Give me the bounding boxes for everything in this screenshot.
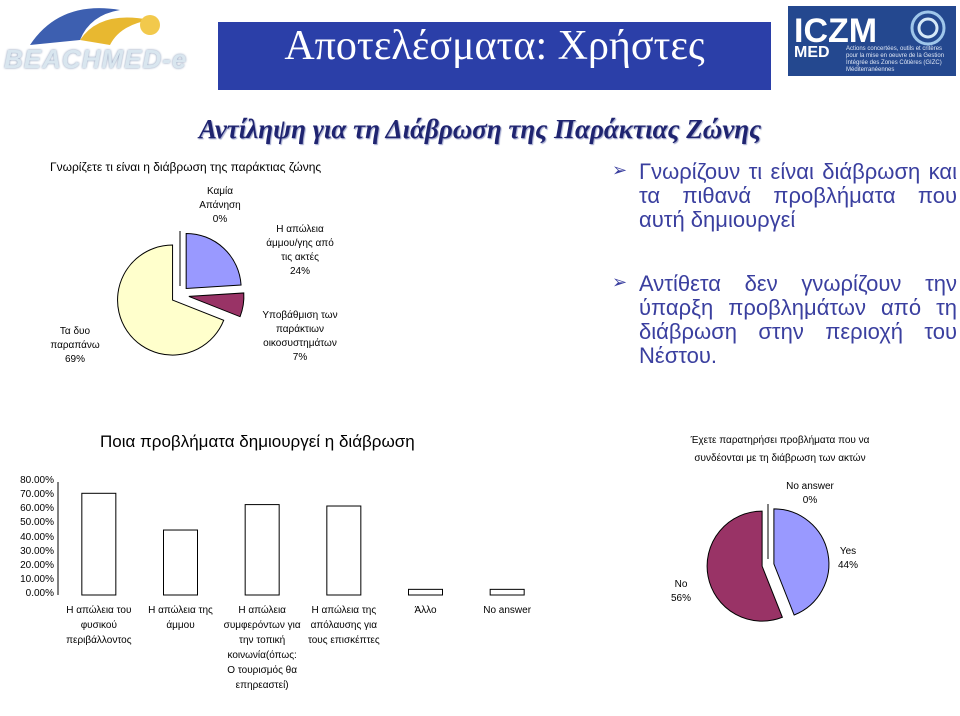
bar-x-tick-label-line: Ο τουρισμός θα [227,665,298,676]
pie1-label-none-l2: Απάνηση [199,200,241,211]
pie1-label-none-l1: Καμία [206,186,234,197]
pie1-label-sand: Η απώλεια άμμου/γης από τις ακτές 24% [255,223,345,279]
bar-y-tick-label: 60.00% [20,503,54,515]
iczm-logo-caption: Actions concertées, outils et critères p… [846,46,945,73]
bar-x-tick-label-line: Η απώλεια του [66,605,132,616]
bar-3 [326,505,362,596]
pie3-label-none: No answer 0% [775,480,845,508]
bar-y-tick-label: 20.00% [20,559,54,571]
section-subtitle: Αντίληψη για τη Διάβρωση της Παράκτιας Ζ… [198,114,762,144]
bar-y-tick-label: 10.00% [20,573,54,585]
bar-x-tick-label-line: την τοπική [239,635,286,646]
bar-x-tick-label-line: συμφερόντων για [223,620,301,631]
bar-x-tick-label-line: No answer [483,605,532,616]
title-banner: Αποτελέσματα: Χρήστες [218,22,771,90]
pie1-label-both: Τα δυο παραπάνω 69% [40,325,110,367]
bar-5 [489,588,525,596]
pie1-slice-3 [117,244,225,356]
page-title: Αποτελέσματα: Χρήστες [284,23,705,69]
pie3-label-no-l2: 56% [670,593,691,604]
pie1-label-sand-l1: Η απώλεια [276,224,324,235]
iczm-logo-text: ICZM [794,12,878,50]
pie1-label-sand-l4: 24% [289,266,310,277]
pie1-label-eco-l4: 7% [292,352,308,363]
beachmed-logo-text: BEACHMED-e [4,44,188,74]
pie1-slice-2 [188,292,245,318]
bar-x-tick-label-line: κοινωνία(όπως: [227,650,297,661]
pie1-label-eco-l2: παράκτιων [276,324,324,335]
bar-y-tick-label: 80.00% [20,475,54,486]
bar-y-tick-label: 0.00% [25,588,54,599]
bar-x-tick-label-line: άμμου [166,620,195,631]
bar-y-tick-label: 40.00% [20,531,54,543]
bar-2 [244,504,280,596]
pie1-title: Γνωρίζετε τι είναι η διάβρωση της παράκτ… [50,160,322,174]
arrow-bullet-icon: ➢ [612,272,628,293]
pie3-label-none-l2: 0% [802,495,818,506]
bullet-2: ➢ Αντίθετα δεν γνωρίζουν την ύπαρξη προβ… [612,272,957,382]
bar-x-tick-label: No answer [459,603,555,618]
bar-x-tick-label: Η απώλεια της άμμου [133,603,229,633]
pie1-label-eco-l1: Υποβάθμιση των [262,310,338,321]
bullet-1-text: Γνωρίζουν τι είναι διάβρωση και τα πιθαν… [639,159,957,232]
pie1-label-eco: Υποβάθμιση των παράκτιων οικοσυστημάτων … [255,309,345,365]
pie3-label-no: No 56% [663,578,699,606]
bar-x-tick-label: Άλλο [378,603,474,618]
bullet-1: ➢ Γνωρίζουν τι είναι διάβρωση και τα πιθ… [612,160,957,260]
pie3-title-l1: Έχετε παρατηρήσει προβλήματα που να [690,435,870,446]
bar-chart [57,482,525,596]
pie3-label-yes-l2: 44% [837,560,858,571]
bar-chart-title: Ποια προβλήματα δημιουργεί η διάβρωση [100,432,415,451]
bar-x-tick-label: Η απώλεια του φυσικού περιβάλλοντος [51,603,147,648]
bar-x-tick-label-line: Η απώλεια της [148,605,213,616]
pie1-label-both-l2: παραπάνω [50,340,100,351]
bar-4 [408,588,443,596]
pie1-label-sand-l3: τις ακτές [281,252,319,263]
bar-x-tick-label-line: περιβάλλοντος [66,635,132,646]
beachmed-wave-icon [30,8,160,45]
pie1-label-none: Καμία Απάνηση 0% [185,185,255,227]
bar-1 [163,529,198,596]
bar-x-tick-label-line: Άλλο [414,605,437,616]
bar-x-tick-label-line: Η απώλεια της [311,605,377,616]
bar-y-tick-label: 70.00% [20,489,54,501]
pie1-label-eco-l3: οικοσυστημάτων [263,338,337,349]
pie3-title: Έχετε παρατηρήσει προβλήματα που να συνδ… [625,432,935,468]
bar-x-tick-label-line: τους επισκέπτες [307,635,380,646]
bar-y-tick-label: 50.00% [20,517,54,529]
pie1-label-both-l3: 69% [64,354,85,365]
pie3-title-l2: συνδέονται με τη διάβρωση των ακτών [694,453,866,464]
pie1-label-sand-l2: άμμου/γης από [266,238,334,249]
pie3-label-no-l1: No [674,579,688,590]
arrow-bullet-icon: ➢ [612,160,628,181]
pie3-label-yes-l1: Yes [839,546,857,557]
pie3-label-none-l1: No answer [786,481,834,492]
bar-x-tick-label: Η απώλεια συμφερόντων για την τοπική κοινων… [214,603,310,693]
pie1-label-none-l3: 0% [212,214,228,225]
pie3-chart [706,504,830,622]
swirl-icon [910,10,946,46]
bar-x-tick-label-line: Η απώλεια [238,605,286,616]
beachmed-logo: BEACHMED-e [0,0,210,80]
bar-x-tick-label-line: απόλαυσης για [310,620,378,631]
pie3-slice-2 [706,510,784,622]
pie1-label-both-l1: Τα δυο [59,326,91,337]
pie3-label-yes: Yes 44% [830,545,866,573]
bar-x-tick-label-line: επηρεαστεί) [235,680,289,691]
pie1-chart [117,231,245,356]
bar-y-tick-label: 30.00% [20,545,54,557]
iczm-med-logo: ICZM MED Actions concertées, outils et c… [788,6,956,76]
bar-x-tick-label-line: φυσικού [80,620,117,631]
pie3-slice-1 [773,508,830,616]
bar-0 [81,492,117,596]
pie1-slice-1 [185,232,242,289]
bar-x-tick-label: Η απώλεια της απόλαυσης για τους επισκέπτε… [296,603,392,648]
med-logo-text: MED [794,44,830,61]
bullet-2-text: Αντίθετα δεν γνωρίζουν την ύπαρξη προβλη… [639,271,957,368]
